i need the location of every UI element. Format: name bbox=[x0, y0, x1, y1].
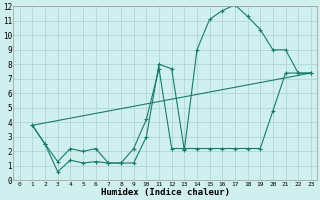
X-axis label: Humidex (Indice chaleur): Humidex (Indice chaleur) bbox=[101, 188, 230, 197]
